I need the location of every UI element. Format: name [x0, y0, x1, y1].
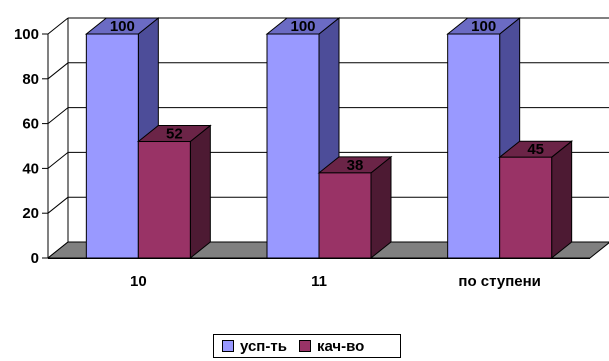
- y-tick-label: 60: [22, 116, 39, 133]
- bar: [499, 156, 553, 259]
- bar-side: [370, 155, 392, 260]
- gridline-connector: [47, 152, 69, 169]
- data-label: 100: [471, 18, 496, 35]
- legend-label-series-1: усп-ть: [240, 337, 287, 355]
- legend-item-series-2: кач-во: [298, 337, 372, 355]
- y-tick-label: 0: [31, 250, 39, 267]
- gridline-connector: [47, 107, 69, 124]
- x-category-label: по ступени: [458, 273, 540, 290]
- bars-layer: [84, 16, 574, 260]
- bar: [85, 33, 139, 259]
- gridline-connector: [47, 62, 69, 80]
- legend-swatch-series-2: [298, 340, 311, 352]
- y-tick-label: 20: [22, 205, 39, 222]
- bar: [137, 141, 191, 259]
- bar: [266, 33, 320, 259]
- bar: [447, 33, 501, 259]
- y-tick-label: 80: [22, 71, 39, 88]
- data-label: 38: [347, 157, 364, 174]
- y-axis: [42, 33, 49, 259]
- labels-layer: 0 20 40 60 80 100 100 52 10 100 38 11 100 45 по ступен…: [14, 18, 544, 290]
- bar-side: [551, 140, 573, 260]
- gridline-connector: [47, 196, 69, 214]
- legend: усп-ть кач-во: [213, 334, 401, 358]
- bar-side: [189, 124, 211, 260]
- legend-swatch-series-1: [222, 340, 234, 352]
- y-tick-label: 40: [22, 160, 39, 177]
- bar: [318, 172, 372, 259]
- data-label: 100: [290, 18, 315, 35]
- data-label: 100: [110, 18, 135, 35]
- x-category-label: 10: [130, 273, 147, 290]
- legend-item-series-1: усп-ть: [222, 338, 295, 355]
- data-label: 52: [166, 126, 183, 143]
- data-label: 45: [527, 141, 544, 158]
- y-tick-label: 100: [14, 26, 39, 43]
- legend-label-series-2: кач-во: [316, 337, 365, 355]
- x-category-label: 11: [311, 273, 327, 290]
- gridline-connector: [47, 17, 69, 35]
